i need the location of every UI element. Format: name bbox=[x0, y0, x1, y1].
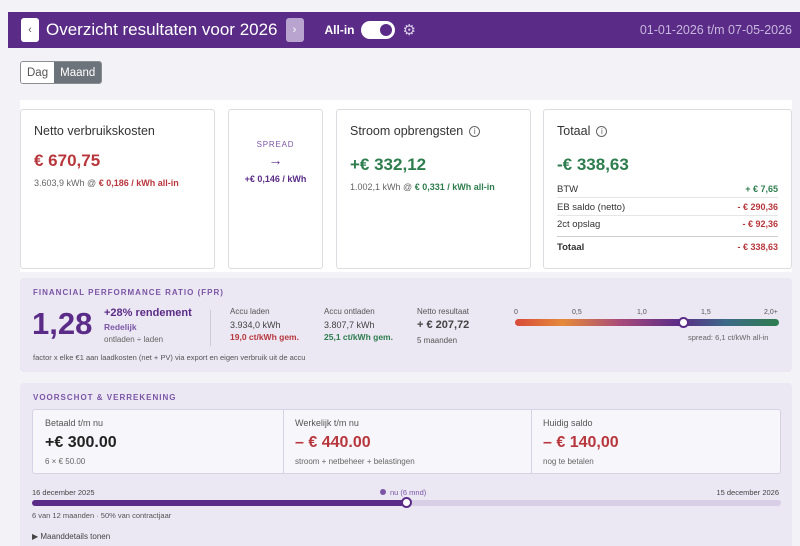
spread-value: +€ 0,146 / kWh bbox=[244, 174, 307, 184]
metric-value: 3.934,0 kWh bbox=[230, 320, 281, 330]
card-title: Stroom opbrengsten i bbox=[350, 124, 481, 138]
dot-icon bbox=[380, 489, 386, 495]
stroom-value: +€ 332,12 bbox=[350, 155, 427, 174]
fpr-label: Redelijk bbox=[104, 322, 137, 332]
totaal-value: -€ 338,63 bbox=[557, 155, 629, 174]
chevron-left-icon: ‹ bbox=[28, 24, 32, 36]
scale-label: 2,0+ bbox=[764, 309, 778, 316]
header-bar: ‹ Overzicht resultaten voor 2026 › All-i… bbox=[8, 12, 800, 48]
totaal-row: BTW + € 7,65 bbox=[557, 184, 778, 195]
metric-head: Netto resultaat bbox=[417, 307, 470, 316]
totaal-sum-row: Totaal - € 338,63 bbox=[557, 242, 778, 253]
toggle-knob bbox=[379, 24, 392, 36]
section-title: VOORSCHOT & VERREKENING bbox=[33, 393, 177, 402]
voorschot-panel: VOORSCHOT & VERREKENING Betaald t/m nu +… bbox=[20, 383, 792, 546]
maanddetails-toggle[interactable]: ▶ Maanddetails tonen bbox=[32, 532, 111, 541]
contract-progress-fill bbox=[32, 500, 407, 506]
arrow-right-icon: → bbox=[268, 152, 283, 168]
fpr-gradient-scale bbox=[515, 319, 779, 326]
allin-label: All-in bbox=[324, 23, 355, 37]
stroom-detail: 1.002,1 kWh @ € 0,331 / kWh all-in bbox=[350, 182, 495, 192]
timeline-start: 16 december 2025 bbox=[32, 488, 95, 497]
netto-value: € 670,75 bbox=[34, 151, 101, 170]
voorschot-column: Betaald t/m nu +€ 300.00 6 × € 50.00 bbox=[45, 418, 117, 466]
date-range: 01-01-2026 t/m 07-05-2026 bbox=[639, 23, 792, 37]
page-title: Overzicht resultaten voor 2026 bbox=[46, 20, 278, 39]
card-title: Totaal i bbox=[557, 124, 608, 138]
metric-head: Accu ontladen bbox=[324, 307, 375, 316]
totaal-row: EB saldo (netto) - € 290,36 bbox=[557, 202, 778, 213]
metric-sub: 19,0 ct/kWh gem. bbox=[230, 332, 299, 342]
contract-progress-marker bbox=[400, 497, 412, 508]
spread-label: SPREAD bbox=[256, 140, 295, 149]
scale-label: 0,5 bbox=[572, 309, 582, 316]
totaal-row: 2ct opslag - € 92,36 bbox=[557, 219, 778, 230]
metric-value: 3.807,7 kWh bbox=[324, 320, 375, 330]
scale-label: 1,5 bbox=[701, 309, 711, 316]
fpr-value: 1,28 bbox=[32, 306, 93, 341]
fpr-footnote: factor x elke €1 aan laadkosten (net + P… bbox=[33, 353, 306, 362]
view-toggle: Dag Maand bbox=[20, 61, 103, 84]
voorschot-summary: Betaald t/m nu +€ 300.00 6 × € 50.00 Wer… bbox=[32, 409, 781, 474]
netto-detail: 3.603,9 kWh @ € 0,186 / kWh all-in bbox=[34, 178, 179, 188]
next-year-button[interactable]: › bbox=[285, 18, 304, 42]
fpr-panel: FINANCIAL PERFORMANCE RATIO (FPR) 1,28 +… bbox=[20, 278, 792, 372]
prev-year-button[interactable]: ‹ bbox=[21, 18, 39, 42]
card-spread: SPREAD → +€ 0,146 / kWh bbox=[228, 109, 323, 269]
metric-value: + € 207,72 bbox=[417, 319, 470, 331]
view-option-maand[interactable]: Maand bbox=[54, 62, 102, 83]
voorschot-column: Huidig saldo – € 140,00 nog te betalen bbox=[543, 418, 619, 466]
metric-head: Accu laden bbox=[230, 307, 270, 316]
info-icon[interactable]: i bbox=[469, 126, 481, 137]
allin-toggle[interactable] bbox=[360, 21, 395, 39]
voorschot-column: Werkelijk t/m nu – € 440.00 stroom + net… bbox=[295, 418, 415, 466]
scale-label: 0 bbox=[514, 309, 518, 316]
card-stroom: Stroom opbrengsten i +€ 332,12 1.002,1 kW… bbox=[336, 109, 531, 269]
timeline-sub: 6 van 12 maanden · 50% van contractjaar bbox=[32, 511, 172, 520]
scale-label: 1,0 bbox=[637, 309, 647, 316]
card-title: Netto verbruikskosten bbox=[34, 124, 155, 138]
divider bbox=[210, 310, 211, 346]
fpr-rendement: +28% rendement bbox=[104, 307, 192, 319]
chevron-right-icon: › bbox=[292, 24, 297, 36]
timeline-now: nu (6 mnd) bbox=[380, 488, 426, 497]
metric-sub: 25,1 ct/kWh gem. bbox=[324, 332, 393, 342]
fpr-sub: ontladen ÷ laden bbox=[104, 335, 164, 344]
section-title: FINANCIAL PERFORMANCE RATIO (FPR) bbox=[33, 288, 224, 297]
gear-icon[interactable]: ⚙ bbox=[402, 22, 416, 39]
card-netto: Netto verbruikskosten € 670,75 3.603,9 k… bbox=[20, 109, 215, 269]
view-option-dag[interactable]: Dag bbox=[21, 62, 55, 83]
metric-sub: 5 maanden bbox=[417, 336, 458, 345]
card-totaal: Totaal i -€ 338,63 BTW + € 7,65 EB saldo (… bbox=[543, 109, 792, 269]
info-icon[interactable]: i bbox=[596, 126, 608, 137]
fpr-marker bbox=[678, 317, 689, 328]
spread-note: spread: 6,1 ct/kWh all-in bbox=[688, 333, 769, 342]
summary-panel: Netto verbruikskosten € 670,75 3.603,9 k… bbox=[20, 100, 792, 272]
timeline-end: 15 december 2026 bbox=[716, 488, 779, 497]
